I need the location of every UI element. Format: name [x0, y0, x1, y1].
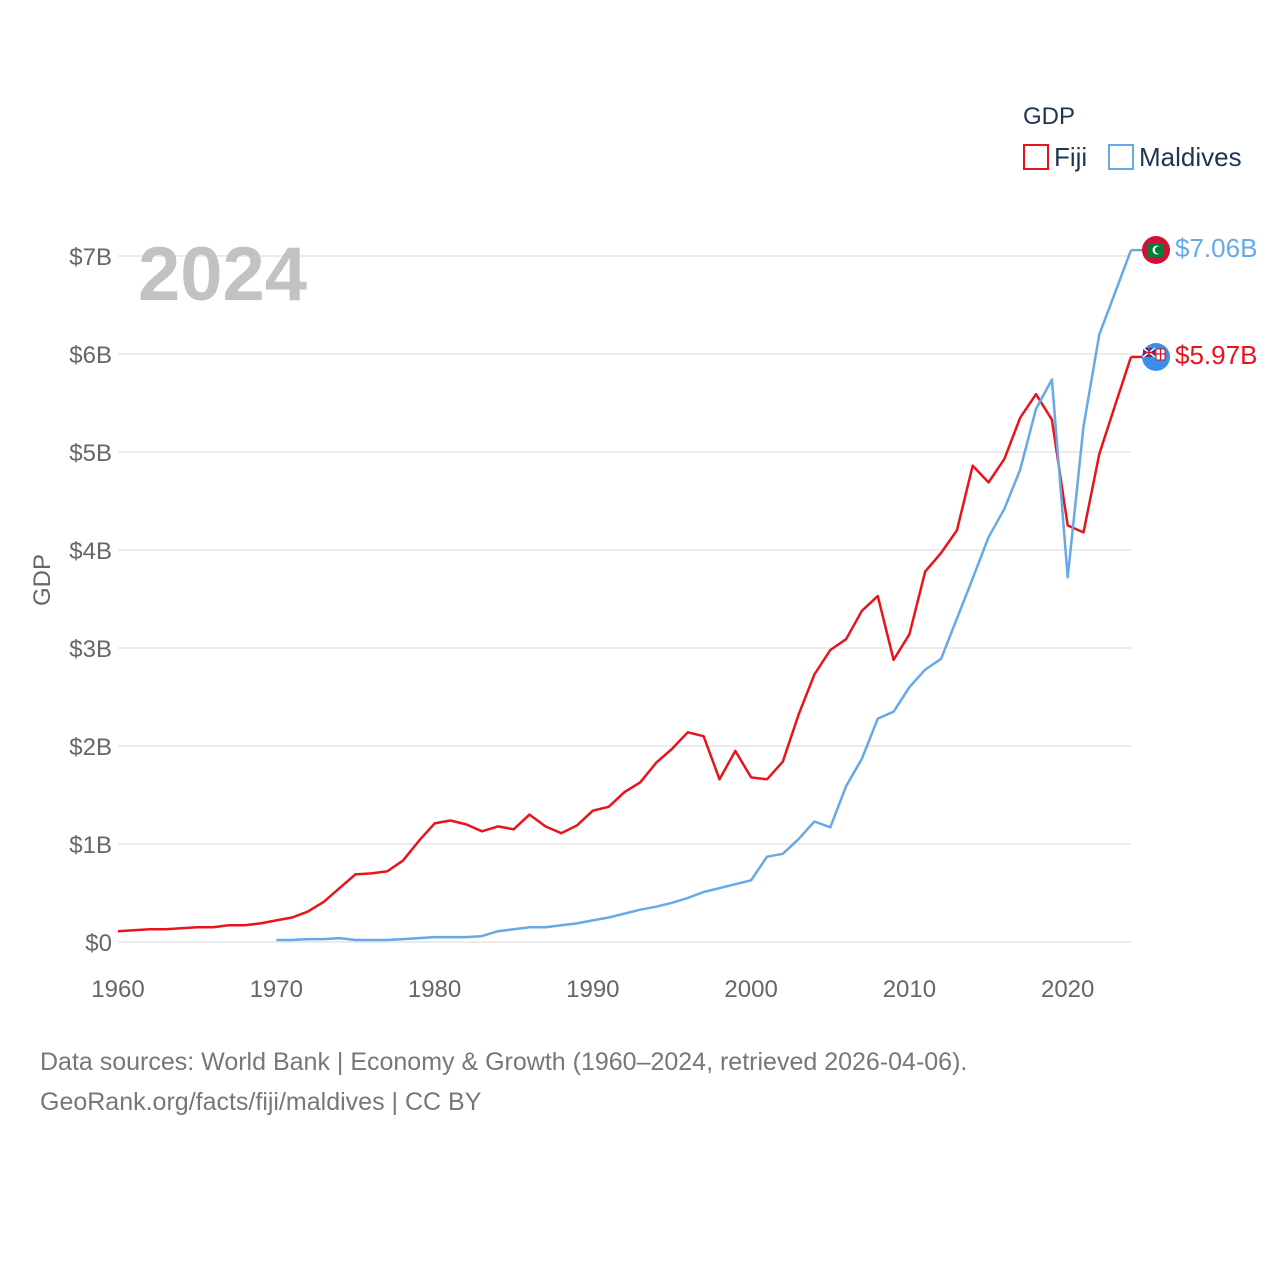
x-tick-label: 1960 [91, 976, 144, 1003]
x-tick-label: 2000 [724, 976, 777, 1003]
y-tick-label: $5B [69, 440, 112, 467]
grid-lines [118, 255, 1131, 943]
y-axis-ticks: $0 $1B $2B $3B $4B $5B $6B $7B [69, 244, 112, 957]
x-tick-label: 1970 [250, 976, 303, 1003]
legend-label-fiji: Fiji [1054, 142, 1087, 172]
source-footer: Data sources: World Bank | Economy & Gro… [40, 1042, 967, 1122]
end-label-fiji: $5.97B [1175, 340, 1257, 370]
year-label: 2024 [138, 232, 307, 317]
y-tick-label: $1B [69, 832, 112, 859]
legend-item-maldives[interactable]: Maldives [1108, 142, 1242, 172]
legend-item-fiji[interactable]: Fiji [1023, 142, 1087, 172]
series-line-fiji[interactable] [117, 356, 1133, 933]
y-tick-label: $7B [69, 244, 112, 271]
legend-title: GDP [1023, 103, 1075, 130]
x-tick-label: 2010 [883, 976, 936, 1003]
x-axis-ticks: 1960 1970 1980 1990 2000 2010 2020 [91, 976, 1094, 1003]
x-tick-label: 1990 [566, 976, 619, 1003]
legend-label-maldives: Maldives [1139, 142, 1242, 172]
y-tick-label: $6B [69, 342, 112, 369]
series-lines [117, 248, 1142, 942]
gdp-line-chart: $0 $1B $2B $3B $4B $5B $6B $7B 1960 1970 1980 1990… [29, 103, 1257, 1003]
maldives-flag-icon [1142, 236, 1170, 264]
y-tick-label: $4B [69, 538, 112, 565]
legend-swatch-fiji [1023, 144, 1049, 170]
x-tick-label: 2020 [1041, 976, 1094, 1003]
legend: GDP Fiji Maldives [1023, 103, 1242, 172]
y-tick-label: $2B [69, 734, 112, 761]
y-axis-title: GDP [29, 554, 56, 606]
x-tick-label: 1980 [408, 976, 461, 1003]
legend-swatch-maldives [1108, 144, 1134, 170]
fiji-flag-icon [1142, 343, 1170, 371]
source-line-2[interactable]: GeoRank.org/facts/fiji/maldives | CC BY [40, 1088, 482, 1116]
series-line-maldives[interactable] [276, 249, 1133, 942]
end-label-maldives: $7.06B [1175, 233, 1257, 263]
y-tick-label: $3B [69, 636, 112, 663]
y-tick-label: $0 [85, 930, 112, 957]
source-line-1: Data sources: World Bank | Economy & Gro… [40, 1048, 968, 1076]
